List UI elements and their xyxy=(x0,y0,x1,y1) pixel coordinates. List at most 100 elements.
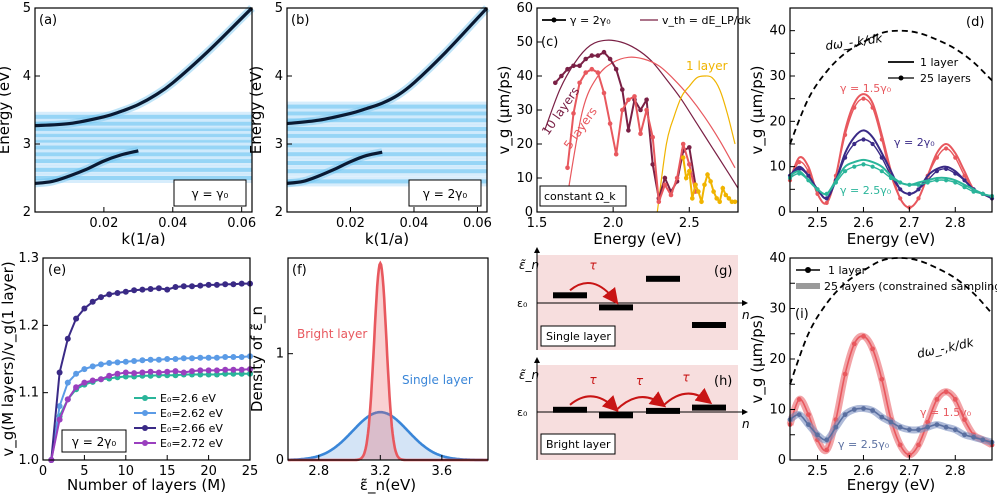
ratio-point xyxy=(56,416,63,423)
legend-label: 25 layers (constrained sampling) xyxy=(824,280,997,293)
panel-label: (i) xyxy=(795,307,809,322)
ratio-point xyxy=(147,286,154,292)
gamma-label: γ = 2.5γ₀ xyxy=(840,184,892,197)
plot-frame-e xyxy=(42,257,251,461)
y-tick-label: 5 xyxy=(23,1,31,16)
curve-label-1-layer: 1 layer xyxy=(686,59,728,73)
multilayer-point xyxy=(934,169,940,174)
ratio-point xyxy=(131,287,138,294)
multilayer-point xyxy=(971,189,976,194)
simulation-point xyxy=(674,175,680,181)
y-tick-label: 10 xyxy=(769,160,786,175)
multilayer-point xyxy=(824,191,829,196)
multilayer-point xyxy=(852,141,857,147)
legend-label: E₀=2.6 eV xyxy=(160,392,216,405)
simulation-point xyxy=(620,107,625,113)
energy-level xyxy=(646,275,680,282)
legend-marker xyxy=(142,410,148,416)
multilayer-point xyxy=(898,180,903,185)
envelope-curve xyxy=(789,257,993,385)
simulation-point xyxy=(723,192,729,198)
x-tick-label: 2.5 xyxy=(679,216,700,231)
one-layer-point xyxy=(934,397,940,402)
simulation-point xyxy=(613,151,619,157)
ratio-point xyxy=(155,285,162,292)
panel-label: (h) xyxy=(714,374,732,389)
x-tick-label: 0.04 xyxy=(158,216,187,231)
exciton-band xyxy=(35,167,252,172)
single-layer-label: Single layer xyxy=(402,373,473,387)
ratio-point xyxy=(73,370,80,377)
x-tick-label: 2.8 xyxy=(945,464,966,479)
axis-arrowhead xyxy=(742,300,748,306)
y-tick-label: 0 xyxy=(778,205,786,220)
ratio-point xyxy=(73,315,80,322)
ratio-point xyxy=(155,369,162,376)
multilayer-point xyxy=(870,164,875,169)
multilayer-point xyxy=(962,173,967,178)
simulation-point xyxy=(571,111,576,116)
simulation-point xyxy=(638,131,643,137)
ratio-point xyxy=(131,358,138,364)
multilayer-point xyxy=(806,169,811,174)
simulation-point xyxy=(577,80,582,86)
x-axis-label: Number of layers (M) xyxy=(67,476,226,494)
y-tick-label: 0 xyxy=(525,205,533,220)
multilayer-point xyxy=(888,175,894,181)
multilayer-point xyxy=(934,178,940,183)
exciton-band xyxy=(35,121,252,126)
envelope-label: dω_-,k/dk xyxy=(824,31,884,53)
y-tick-label: 0 xyxy=(778,453,786,468)
simulation-point xyxy=(705,172,710,177)
simulation-point xyxy=(565,66,570,72)
site-axis-label: n xyxy=(742,417,750,431)
energy-level xyxy=(599,412,633,419)
x-tick-label: 2.6 xyxy=(853,464,874,479)
simulation-point xyxy=(638,107,643,113)
ratio-point xyxy=(98,294,104,301)
simulation-point xyxy=(687,168,692,174)
x-axis-label: Energy (eV) xyxy=(847,230,935,248)
multilayer-point xyxy=(934,155,940,160)
simulation-point xyxy=(601,90,607,96)
simulation-point xyxy=(553,80,558,86)
exciton-band xyxy=(287,143,487,148)
exciton-band xyxy=(35,145,252,150)
simulation-point xyxy=(708,179,713,184)
ratio-point xyxy=(197,371,204,378)
ratio-point xyxy=(122,369,129,376)
y-tick-label: 30 xyxy=(769,69,786,84)
eps0-label: ε₀ xyxy=(517,297,528,310)
panel-label: (e) xyxy=(48,263,66,278)
x-tick-label: 2.6 xyxy=(853,216,874,231)
polariton-branch xyxy=(286,6,489,126)
exciton-band xyxy=(35,127,252,132)
simulation-point xyxy=(571,63,576,69)
simulation-point xyxy=(680,141,686,147)
multilayer-point xyxy=(944,178,949,183)
simulation-point xyxy=(607,121,613,126)
multilayer-point xyxy=(898,187,903,192)
legend-marker xyxy=(142,425,148,431)
box-annotation: constant Ω_k xyxy=(544,190,616,203)
ratio-point xyxy=(205,371,212,378)
ratio-point xyxy=(147,356,154,363)
ratio-point xyxy=(106,291,113,298)
y-tick-label: 20 xyxy=(516,137,533,152)
ratio-point xyxy=(122,358,129,365)
multilayer-point xyxy=(861,137,866,142)
one-layer-point xyxy=(897,442,903,448)
x-tick-label: 2.5 xyxy=(807,464,828,479)
simulation-point xyxy=(601,49,607,55)
plot-frame-d xyxy=(789,7,993,213)
x-axis-label: ε̃_n(eV) xyxy=(360,476,416,494)
simulation-point xyxy=(620,87,625,92)
y-tick-label: 1.1 xyxy=(18,386,39,401)
multilayer-point xyxy=(833,180,839,185)
ratio-point xyxy=(189,368,195,375)
box-annotation: Single layer xyxy=(546,330,611,343)
energy-level xyxy=(553,406,587,413)
ratio-point xyxy=(222,281,229,288)
x-tick-label: 2.5 xyxy=(807,216,828,231)
ratio-point xyxy=(197,367,204,374)
